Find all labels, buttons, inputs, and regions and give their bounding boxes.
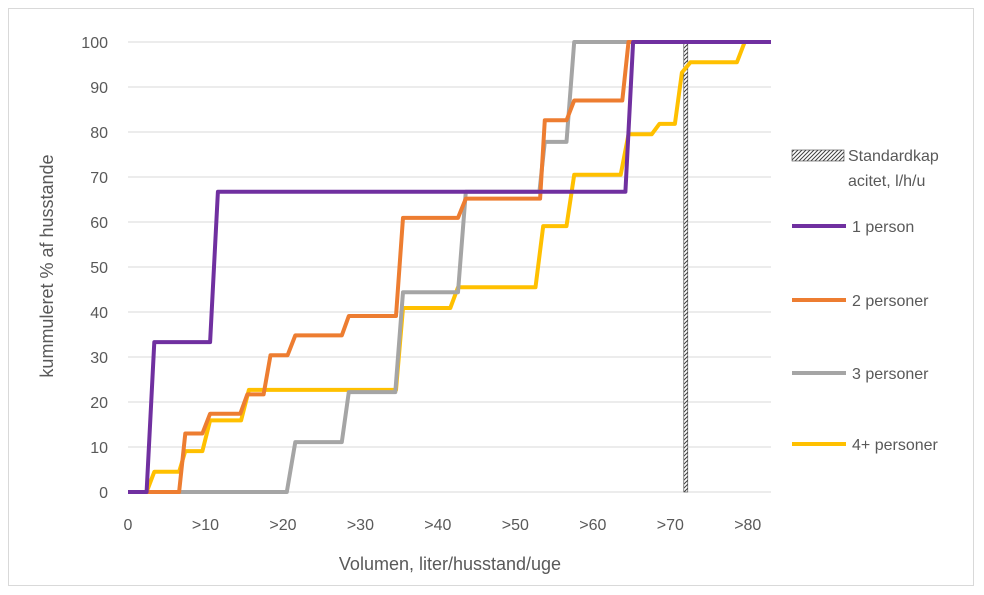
series-line-2-personer bbox=[128, 40, 771, 494]
y-tick-label: 50 bbox=[90, 260, 108, 277]
x-tick-label: >10 bbox=[192, 517, 219, 534]
x-tick-label: 0 bbox=[124, 517, 133, 534]
y-tick-label: 30 bbox=[90, 350, 108, 367]
y-tick-label: 80 bbox=[90, 125, 108, 142]
y-tick-label: 10 bbox=[90, 440, 108, 457]
x-axis-title: Volumen, liter/husstand/uge bbox=[339, 554, 561, 574]
axis-layer: 0 10 20 30 40 50 60 70 80 90 100 0 >10 >20 >30 >40 >50 >6… bbox=[81, 35, 761, 534]
series-line-4-personer bbox=[128, 40, 771, 494]
legend-label-standardkapacitet: Standardkap bbox=[848, 148, 939, 165]
legend-label: 3 personer bbox=[852, 366, 929, 383]
x-tick-label: >40 bbox=[424, 517, 451, 534]
y-tick-label: 20 bbox=[90, 395, 108, 412]
reference-line-standardkapacitet bbox=[683, 41, 689, 493]
x-tick-label: >60 bbox=[579, 517, 606, 534]
legend-label: 4+ personer bbox=[852, 437, 939, 454]
legend-label-standardkapacitet: acitet, l/h/u bbox=[848, 173, 925, 190]
reference-line-layer bbox=[683, 41, 689, 493]
legend: Standardkap acitet, l/h/u 1 person 2 person… bbox=[791, 148, 939, 454]
series-layer bbox=[128, 40, 771, 494]
x-tick-label: >80 bbox=[734, 517, 761, 534]
y-tick-label: 90 bbox=[90, 80, 108, 97]
y-tick-label: 40 bbox=[90, 305, 108, 322]
legend-swatch-standardkapacitet bbox=[791, 149, 845, 162]
series-line-3-personer bbox=[128, 40, 771, 494]
legend-label: 2 personer bbox=[852, 293, 929, 310]
x-tick-label: >70 bbox=[657, 517, 684, 534]
y-axis-title: kummuleret % af husstande bbox=[37, 154, 57, 377]
series-line-1-person bbox=[128, 40, 771, 494]
legend-label: 1 person bbox=[852, 219, 914, 236]
x-tick-label: >50 bbox=[502, 517, 529, 534]
chart-frame bbox=[8, 8, 974, 586]
y-tick-label: 70 bbox=[90, 170, 108, 187]
y-tick-label: 100 bbox=[81, 35, 108, 52]
y-tick-label: 60 bbox=[90, 215, 108, 232]
x-tick-label: >30 bbox=[347, 517, 374, 534]
x-tick-label: >20 bbox=[269, 517, 296, 534]
gridlines bbox=[128, 41, 771, 493]
y-tick-label: 0 bbox=[99, 485, 108, 502]
